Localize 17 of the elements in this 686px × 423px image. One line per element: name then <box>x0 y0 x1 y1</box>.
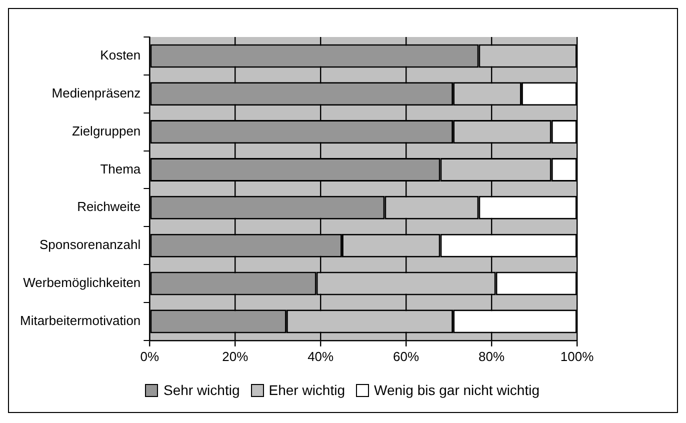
x-tick-label: 100% <box>560 348 594 364</box>
x-tick-label: 60% <box>393 348 420 364</box>
x-tick-label: 80% <box>478 348 505 364</box>
y-tick-label: Reichweite <box>77 199 141 214</box>
legend-label: Sehr wichtig <box>163 382 240 398</box>
y-tick-label: Zielgruppen <box>72 123 141 138</box>
legend-label: Eher wichtig <box>268 382 346 398</box>
x-tick-label: 20% <box>222 348 249 364</box>
y-tick-label: Sponsorenanzahl <box>39 237 141 252</box>
x-tick-label: 0% <box>140 348 160 364</box>
x-tick-label: 40% <box>308 348 334 364</box>
y-tick-label: Thema <box>100 161 142 176</box>
y-tick-label: Medienpräsenz <box>52 85 141 100</box>
legend-label: Wenig bis gar nicht wichtig <box>374 382 540 398</box>
y-tick-label: Kosten <box>100 48 141 63</box>
y-tick-label: Werbemöglichkeiten <box>23 275 141 290</box>
y-tick-label: Mitarbeitermotivation <box>20 313 141 328</box>
